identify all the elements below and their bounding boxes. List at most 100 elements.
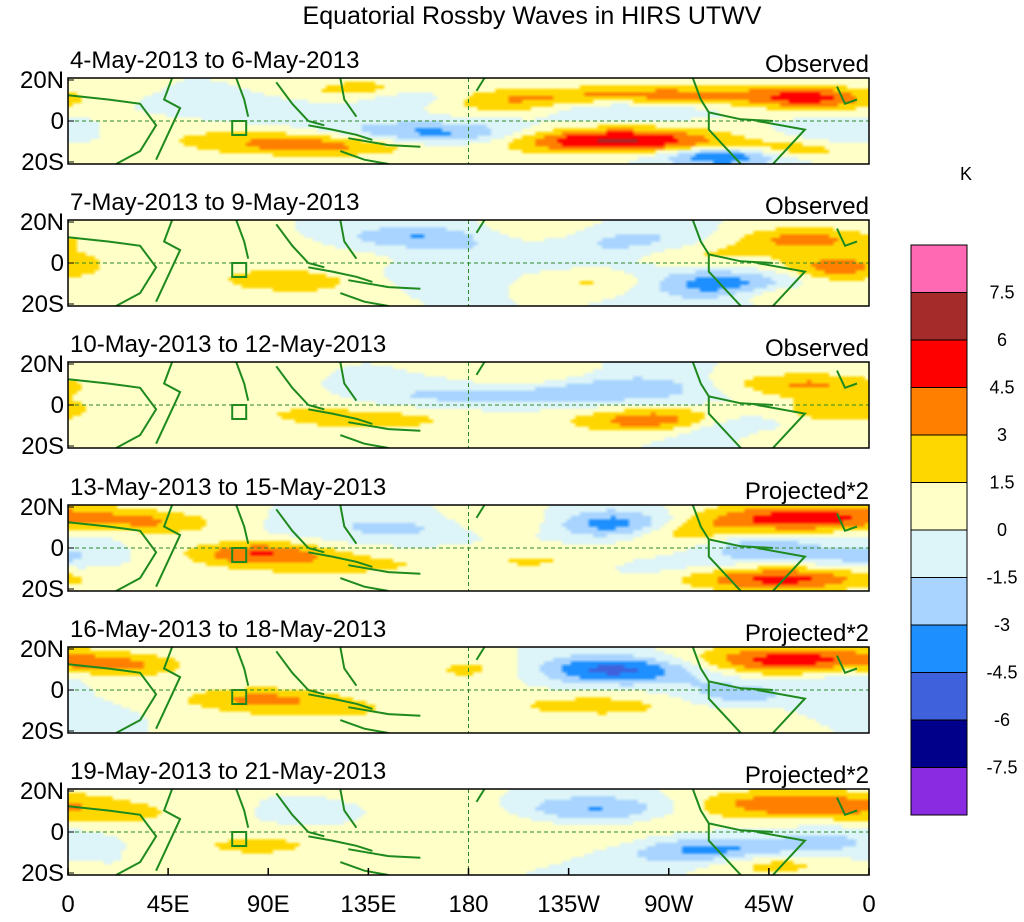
panel-date-label: 13-May-2013 to 15-May-2013 [70, 474, 386, 501]
coastline [235, 362, 250, 401]
colorbar-swatch [910, 387, 968, 436]
colorbar-swatch [910, 244, 968, 293]
coastline [308, 266, 373, 283]
colorbar-label: 4.5 [989, 378, 1014, 398]
colorbar-swatch [910, 719, 968, 768]
coastline [756, 689, 807, 733]
panel-4: 13-May-2013 to 15-May-2013 Projected*2 20N… [20, 474, 870, 603]
coastlines [68, 647, 858, 733]
y-tick-label: 0 [51, 819, 64, 846]
y-tick-label: 20N [20, 209, 64, 236]
coastline [68, 378, 158, 448]
coastline [348, 564, 421, 575]
panel-type-label: Observed [765, 51, 869, 78]
coastline [756, 120, 807, 164]
coastline [308, 124, 373, 141]
y-tick-label: 20S [21, 291, 64, 318]
coastline [756, 404, 807, 448]
coastline [155, 78, 182, 161]
coastline [275, 650, 325, 696]
colorbar-swatch [910, 624, 968, 673]
coastline [348, 706, 421, 717]
y-tick-label: 20S [21, 576, 64, 603]
colorbar-swatch [910, 577, 968, 626]
coastline [339, 78, 358, 118]
coastline [68, 521, 158, 591]
coastline [308, 551, 373, 568]
colorbar-label: -3 [994, 615, 1010, 635]
panel-date-label: 10-May-2013 to 12-May-2013 [70, 331, 386, 358]
coastline [235, 789, 250, 828]
x-tick-label: 90E [247, 891, 290, 918]
coastline [155, 220, 182, 303]
y-tick-label: 0 [51, 677, 64, 704]
coastline [836, 86, 858, 106]
figure-title: Equatorial Rossby Waves in HIRS UTWV [303, 2, 762, 30]
coastline [756, 831, 807, 875]
coastline [275, 508, 325, 554]
colorbar-swatch [910, 434, 968, 483]
coastline [308, 408, 373, 425]
y-tick-label: 0 [51, 108, 64, 135]
coastline [836, 513, 858, 533]
coastline [308, 835, 373, 852]
coastline [275, 365, 325, 411]
coastline [836, 655, 858, 675]
colorbar-label: 7.5 [989, 283, 1014, 303]
y-tick-label: 20S [21, 718, 64, 745]
panel-6: 19-May-2013 to 21-May-2013 Projected*2 20N… [20, 758, 870, 887]
coastline [68, 663, 158, 733]
y-tick-label: 0 [51, 535, 64, 562]
x-tick-label: 45E [147, 891, 190, 918]
colorbar-label: 3 [997, 425, 1007, 445]
y-tick-label: 20S [21, 149, 64, 176]
x-tick-label: 135E [340, 891, 396, 918]
x-tick-label: 0 [862, 891, 875, 918]
coastlines [68, 220, 858, 306]
colorbar-label: -6 [994, 710, 1010, 730]
panel-2: 7-May-2013 to 9-May-2013 Observed 20N 0 20S [20, 189, 870, 318]
colorbar-label: -4.5 [986, 663, 1017, 683]
panel-3: 10-May-2013 to 12-May-2013 Observed 20N 0 20… [20, 331, 870, 460]
coastline [339, 362, 358, 402]
colorbar-swatch [910, 672, 968, 721]
coastline [475, 220, 486, 234]
y-tick-label: 20N [20, 494, 64, 521]
coastline [275, 81, 325, 127]
colorbar-units: K [960, 164, 972, 184]
y-tick-label: 20N [20, 636, 64, 663]
coastline [339, 505, 358, 545]
coastline [836, 228, 858, 248]
coastline [339, 220, 358, 260]
panel-5: 16-May-2013 to 18-May-2013 Projected*2 20N… [20, 616, 870, 745]
y-tick-label: 20N [20, 778, 64, 805]
coastline [836, 797, 858, 817]
colorbar-label: 1.5 [989, 473, 1014, 493]
y-tick-label: 0 [51, 250, 64, 277]
colorbar-swatch [910, 767, 968, 816]
panel-1: 4-May-2013 to 6-May-2013 Observed 20N 0 20S [20, 47, 870, 176]
coastline [339, 647, 358, 687]
y-tick-label: 20N [20, 67, 64, 94]
coastlines [68, 78, 858, 164]
coastline [155, 362, 182, 445]
coastline [348, 848, 421, 859]
coastline [275, 223, 325, 269]
coastline [348, 421, 421, 432]
y-tick-label: 20S [21, 433, 64, 460]
coastline [68, 805, 158, 875]
coastline [155, 647, 182, 730]
coastline [339, 150, 389, 164]
coastline [348, 137, 421, 148]
coastline [68, 94, 158, 164]
y-tick-label: 20N [20, 351, 64, 378]
coastline [235, 220, 250, 259]
colorbar-label: 6 [997, 330, 1007, 350]
panel-type-label: Projected*2 [745, 478, 869, 505]
panel-date-label: 7-May-2013 to 9-May-2013 [70, 189, 359, 216]
coastline [339, 861, 389, 875]
panel-type-label: Observed [765, 193, 869, 220]
panels: 4-May-2013 to 6-May-2013 Observed20N020S7… [20, 47, 870, 887]
coastline [235, 647, 250, 686]
